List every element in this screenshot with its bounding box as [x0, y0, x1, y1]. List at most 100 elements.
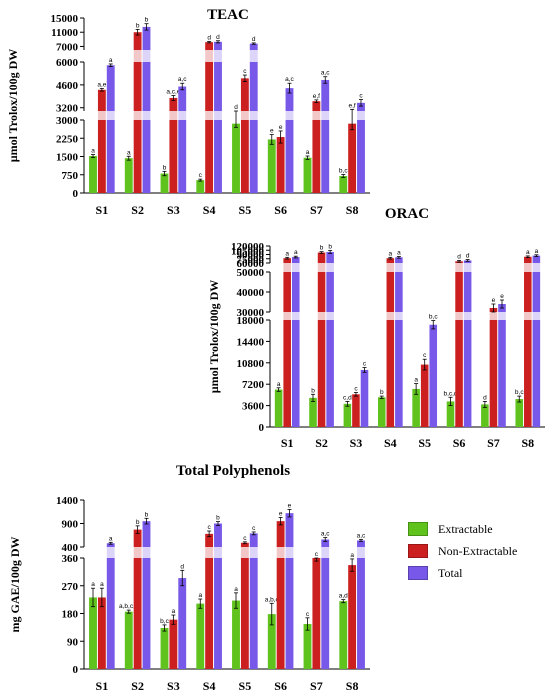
significance-letter: a: [397, 249, 401, 256]
significance-letter: c: [306, 611, 310, 618]
x-tick-label: S2: [131, 679, 144, 693]
bar-extractable-s4: [377, 397, 386, 427]
bar-non-extractable-s6: [276, 137, 285, 193]
x-tick-label: S8: [346, 679, 359, 693]
significance-letter: a: [526, 249, 530, 256]
bar-total-s2: [142, 558, 151, 669]
bar-total-s2: [326, 251, 334, 263]
bar-break-fade: [106, 547, 115, 558]
significance-letter: a: [198, 592, 202, 599]
bar-total-s1: [106, 543, 115, 547]
x-tick-label: S3: [167, 203, 180, 217]
bar-break-fade: [386, 263, 395, 272]
bar-extractable-s7: [303, 157, 312, 193]
bar-total-s1: [106, 120, 115, 193]
significance-letter: a: [389, 250, 393, 257]
bar-extractable-s5: [412, 388, 420, 427]
y-tick-label: 7000: [56, 41, 79, 53]
bar-non-extractable-s1: [283, 272, 291, 312]
bar-total-s3: [178, 120, 187, 193]
bar-extractable-s2: [124, 611, 133, 669]
significance-letter: a: [127, 149, 131, 156]
bar-extractable-s4: [196, 603, 205, 669]
bar-total-s4: [395, 272, 403, 312]
significance-letter: b,c: [515, 389, 524, 396]
bar-total-s2: [326, 320, 334, 427]
significance-letter: a: [172, 608, 176, 615]
bar-break-fade: [317, 312, 326, 320]
bar-break-fade: [455, 312, 463, 320]
x-tick-label: S5: [239, 203, 252, 217]
bar-break-fade: [489, 312, 498, 320]
y-tick-label: 750: [62, 170, 79, 182]
bar-total-s5: [249, 43, 258, 50]
legend-swatch-extractable: [408, 522, 428, 536]
bar-extractable-s7: [303, 623, 312, 669]
bar-total-s4: [214, 558, 222, 669]
y-tick-label: 14400: [237, 336, 265, 348]
bar-total-s3: [178, 86, 187, 111]
chart-3: Total Polyphenols mg GAE/100g DW 0 90 180 270…: [8, 463, 370, 693]
bar-break-fade: [283, 312, 291, 320]
y-tick-label: 360: [62, 553, 79, 565]
x-tick-label: S1: [96, 203, 109, 217]
significance-letter: e: [500, 293, 504, 300]
bar-non-extractable-s3: [169, 97, 178, 111]
bar-non-extractable-s8: [524, 272, 532, 312]
bar-break-fade: [205, 50, 214, 62]
x-tick-label: S4: [384, 436, 397, 450]
bar-non-extractable-s2: [317, 252, 326, 263]
bar-non-extractable-s2: [133, 62, 142, 111]
bar-non-extractable-s1: [97, 89, 106, 111]
y-axis-label: µmol Trolox/100g DW: [207, 280, 221, 394]
y-axis-label: µmol Trolox/100g DW: [6, 49, 20, 163]
bar-break-fade: [205, 111, 214, 120]
y-tick-label: 18000: [237, 315, 265, 327]
significance-letter: d: [216, 34, 220, 41]
x-tick-label: S6: [274, 203, 287, 217]
bar-total-s6: [463, 320, 472, 427]
bar-extractable-s1: [89, 597, 97, 669]
bar-break-fade: [455, 263, 463, 272]
significance-letter: a,c: [357, 532, 366, 539]
bar-extractable-s3: [160, 627, 169, 669]
legend-label-extractable: Extractable: [438, 521, 493, 536]
bar-total-s5: [249, 558, 258, 669]
bar-total-s4: [214, 523, 222, 547]
y-tick-label: 2250: [56, 133, 79, 145]
bar-extractable-s8: [339, 601, 348, 669]
x-tick-label: S2: [315, 436, 328, 450]
legend-item-total: Total: [408, 562, 517, 584]
significance-letter: a: [234, 586, 238, 593]
significance-letter: c: [243, 535, 247, 542]
bar-extractable-s5: [232, 600, 240, 669]
significance-letter: a,c: [178, 76, 187, 83]
y-tick-label: 400: [62, 542, 79, 554]
bar-non-extractable-s5: [420, 364, 429, 427]
y-tick-label: 30000: [237, 307, 265, 319]
bar-break-fade: [498, 312, 506, 320]
significance-letter: a: [91, 148, 95, 155]
bar-non-extractable-s2: [133, 529, 142, 547]
y-tick-label: 50000: [237, 267, 265, 279]
bar-non-extractable-s4: [205, 120, 214, 193]
bar-total-s1: [106, 558, 115, 669]
bar-total-s6: [463, 272, 472, 312]
bar-non-extractable-s3: [169, 619, 178, 669]
significance-letter: d: [180, 563, 184, 570]
legend-item-extractable: Extractable: [408, 518, 517, 540]
bar-break-fade: [240, 547, 249, 558]
bar-total-s1: [106, 65, 115, 111]
significance-letter: c,d: [343, 394, 352, 401]
chart-2: ORAC µmol Trolox/100g DW 0 3600 7200 10800 144…: [207, 206, 545, 450]
significance-letter: a: [109, 535, 113, 542]
significance-letter: c: [243, 68, 247, 75]
bar-non-extractable-s2: [133, 120, 142, 193]
significance-letter: a: [277, 381, 281, 388]
significance-letter: d: [483, 394, 487, 401]
bar-break-fade: [326, 263, 334, 272]
bar-non-extractable-s6: [455, 320, 463, 427]
bar-non-extractable-s1: [283, 320, 291, 427]
significance-letter: a,c: [321, 531, 330, 538]
bar-non-extractable-s1: [97, 597, 106, 669]
